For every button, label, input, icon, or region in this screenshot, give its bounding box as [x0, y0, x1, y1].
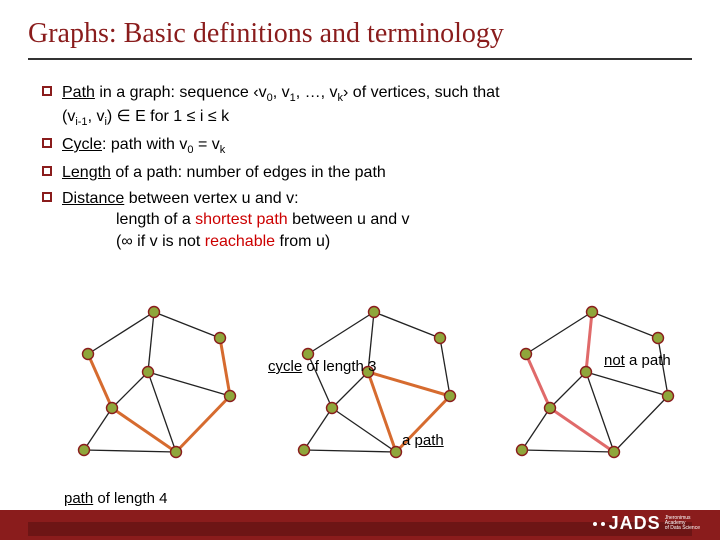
graph-left	[70, 300, 240, 470]
t: , v	[88, 108, 105, 125]
logo-text: JADS	[609, 513, 661, 534]
t: cycle	[268, 358, 302, 375]
bullet-list: Path in a graph: sequence ‹v0, v1, …, vk…	[0, 60, 720, 252]
logo-dot-icon	[593, 522, 597, 526]
t: from u)	[275, 233, 330, 250]
term-distance: Distance	[62, 190, 124, 207]
indent-line: length of a shortest path between u and …	[116, 209, 678, 231]
hl: reachable	[205, 233, 275, 250]
t: between u and v	[288, 211, 410, 228]
t: , …, v	[296, 84, 338, 101]
t: a	[402, 432, 415, 449]
indent-line: (∞ if v is not reachable from u)	[116, 231, 678, 253]
label-apath: a path	[402, 432, 444, 449]
t: , v	[273, 84, 290, 101]
bullet-text: Length of a path: number of edges in the…	[62, 162, 678, 184]
logo-jads: JADS JheronimusAcademyof Data Science	[593, 513, 700, 534]
graph-right	[508, 300, 678, 470]
t: of length 3	[302, 358, 376, 375]
bullet-text: Cycle: path with v0 = vk	[62, 134, 678, 158]
slide-title: Graphs: Basic definitions and terminolog…	[0, 0, 720, 58]
sub: i-1	[75, 116, 87, 128]
diagrams-area: cycle of length 3 a path not a path path…	[0, 256, 720, 486]
t: not	[604, 352, 625, 369]
bullet-marker-icon	[42, 138, 52, 148]
term-path: Path	[62, 84, 95, 101]
t: in a graph: sequence ‹v	[95, 84, 267, 101]
label-notpath: not a path	[604, 352, 671, 369]
term-length: Length	[62, 164, 111, 181]
label-path4: path of length 4	[64, 490, 167, 507]
footer-bar: JADS JheronimusAcademyof Data Science	[0, 510, 720, 540]
term-cycle: Cycle	[62, 136, 102, 153]
t: between vertex u and v:	[124, 190, 298, 207]
t: ) ∈ E for 1 ≤ i ≤ k	[107, 108, 229, 125]
t: of length 4	[93, 490, 167, 507]
bullet-marker-icon	[42, 166, 52, 176]
t: = v	[194, 136, 220, 153]
t: a path	[625, 352, 671, 369]
bullet-distance: Distance between vertex u and v: length …	[42, 188, 678, 253]
logo-subtext: JheronimusAcademyof Data Science	[665, 516, 700, 531]
logo-dot-icon	[601, 522, 605, 526]
t: of a path: number of edges in the path	[111, 164, 386, 181]
t: › of vertices, such that	[343, 84, 500, 101]
bullet-cycle: Cycle: path with v0 = vk	[42, 134, 678, 158]
label-cycle: cycle of length 3	[268, 358, 376, 375]
t: (v	[62, 108, 75, 125]
t: (∞ if v is not	[116, 233, 205, 250]
hl: shortest path	[195, 211, 288, 228]
bullet-marker-icon	[42, 86, 52, 96]
bullet-marker-icon	[42, 192, 52, 202]
bullet-text: Path in a graph: sequence ‹v0, v1, …, vk…	[62, 82, 678, 130]
sub: k	[220, 144, 226, 156]
t: path	[64, 490, 93, 507]
t: : path with v	[102, 136, 187, 153]
bullet-text: Distance between vertex u and v: length …	[62, 188, 678, 253]
t: path	[415, 432, 444, 449]
bullet-length: Length of a path: number of edges in the…	[42, 162, 678, 184]
t: length of a	[116, 211, 195, 228]
bullet-path: Path in a graph: sequence ‹v0, v1, …, vk…	[42, 82, 678, 130]
